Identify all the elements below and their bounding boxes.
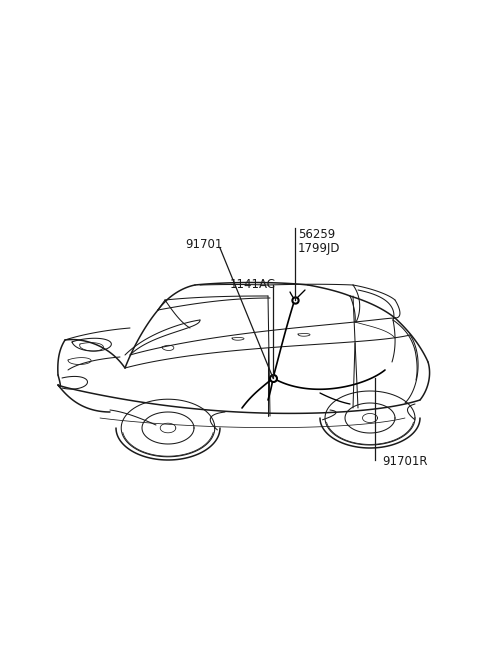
Text: 91701: 91701 bbox=[185, 238, 222, 251]
Text: 91701R: 91701R bbox=[382, 455, 428, 468]
Text: 1799JD: 1799JD bbox=[298, 242, 340, 255]
Text: 1141AC: 1141AC bbox=[230, 278, 276, 291]
Text: 56259: 56259 bbox=[298, 228, 335, 241]
